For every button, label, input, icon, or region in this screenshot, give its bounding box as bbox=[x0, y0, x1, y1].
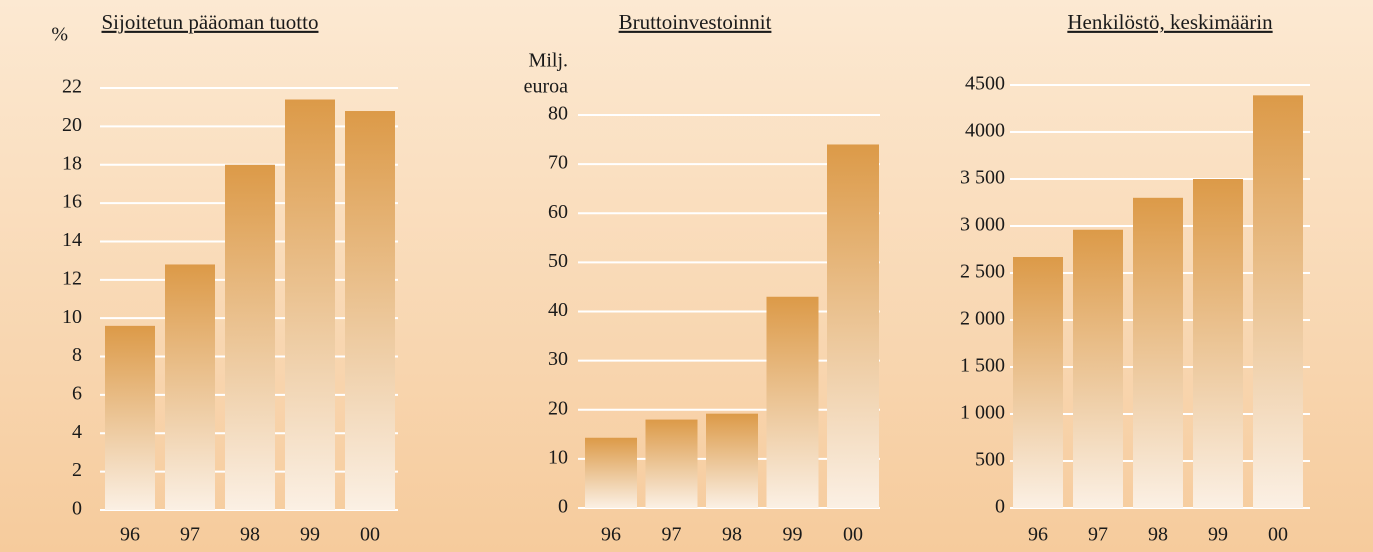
y-tick-label: 4 bbox=[72, 421, 82, 443]
x-tick-label: 98 bbox=[240, 524, 260, 546]
bar bbox=[165, 264, 215, 510]
bar bbox=[1133, 197, 1183, 509]
y-axis-label: % bbox=[51, 24, 68, 46]
y-axis-label: Milj. bbox=[529, 50, 568, 72]
x-tick-label: 98 bbox=[1148, 524, 1168, 546]
y-tick-label: 0 bbox=[995, 496, 1005, 518]
bar bbox=[585, 437, 637, 508]
y-tick-label: 10 bbox=[548, 446, 568, 468]
bar bbox=[827, 144, 879, 508]
x-tick-label: 97 bbox=[1088, 524, 1108, 546]
bar bbox=[645, 419, 698, 508]
y-tick-label: 2 500 bbox=[960, 261, 1005, 283]
y-tick-label: 70 bbox=[548, 152, 568, 174]
x-tick-label: 97 bbox=[180, 524, 200, 546]
bar bbox=[285, 99, 335, 510]
x-tick-label: 97 bbox=[662, 524, 682, 546]
y-tick-label: 2 000 bbox=[960, 308, 1005, 330]
y-tick-label: 14 bbox=[62, 229, 82, 251]
y-tick-label: 16 bbox=[62, 191, 82, 213]
y-tick-label: 3 000 bbox=[960, 214, 1005, 236]
chart-title: Sijoitetun pääoman tuotto bbox=[102, 10, 319, 34]
y-tick-label: 18 bbox=[62, 152, 82, 174]
y-tick-label: 60 bbox=[548, 201, 568, 223]
bar bbox=[1013, 257, 1063, 508]
y-tick-label: 0 bbox=[558, 496, 568, 518]
bar bbox=[1073, 229, 1123, 508]
y-tick-label: 0 bbox=[72, 498, 82, 520]
y-tick-label: 500 bbox=[975, 449, 1005, 471]
y-tick-label: 8 bbox=[72, 344, 82, 366]
bar bbox=[225, 164, 275, 510]
y-tick-label: 12 bbox=[62, 267, 82, 289]
y-tick-label: 20 bbox=[548, 397, 568, 419]
y-tick-label: 6 bbox=[72, 383, 82, 405]
bar bbox=[1193, 179, 1243, 508]
x-tick-label: 00 bbox=[843, 524, 863, 546]
chart-title: Bruttoinvestoinnit bbox=[619, 10, 772, 34]
bar bbox=[105, 325, 155, 510]
y-tick-label: 80 bbox=[548, 103, 568, 125]
y-tick-label: 1 500 bbox=[960, 355, 1005, 377]
y-tick-label: 20 bbox=[62, 114, 82, 136]
x-tick-label: 98 bbox=[722, 524, 742, 546]
x-tick-label: 96 bbox=[601, 524, 621, 546]
y-axis-label: euroa bbox=[524, 76, 569, 98]
x-tick-label: 99 bbox=[783, 524, 803, 546]
bar bbox=[706, 413, 758, 508]
y-tick-label: 50 bbox=[548, 250, 568, 272]
y-tick-label: 4500 bbox=[965, 73, 1005, 95]
x-tick-label: 99 bbox=[300, 524, 320, 546]
bar bbox=[766, 296, 819, 508]
bar bbox=[1253, 95, 1303, 508]
x-tick-label: 00 bbox=[360, 524, 380, 546]
y-tick-label: 40 bbox=[548, 299, 568, 321]
x-tick-label: 00 bbox=[1268, 524, 1288, 546]
y-tick-label: 4000 bbox=[965, 120, 1005, 142]
chart-title: Henkilöstö, keskimäärin bbox=[1067, 10, 1273, 34]
x-tick-label: 96 bbox=[1028, 524, 1048, 546]
y-tick-label: 2 bbox=[72, 459, 82, 481]
y-tick-label: 30 bbox=[548, 348, 568, 370]
y-tick-label: 3 500 bbox=[960, 167, 1005, 189]
y-tick-label: 1 000 bbox=[960, 402, 1005, 424]
y-tick-label: 10 bbox=[62, 306, 82, 328]
x-tick-label: 99 bbox=[1208, 524, 1228, 546]
bar bbox=[345, 111, 395, 510]
x-tick-label: 96 bbox=[120, 524, 140, 546]
y-tick-label: 22 bbox=[62, 76, 82, 98]
